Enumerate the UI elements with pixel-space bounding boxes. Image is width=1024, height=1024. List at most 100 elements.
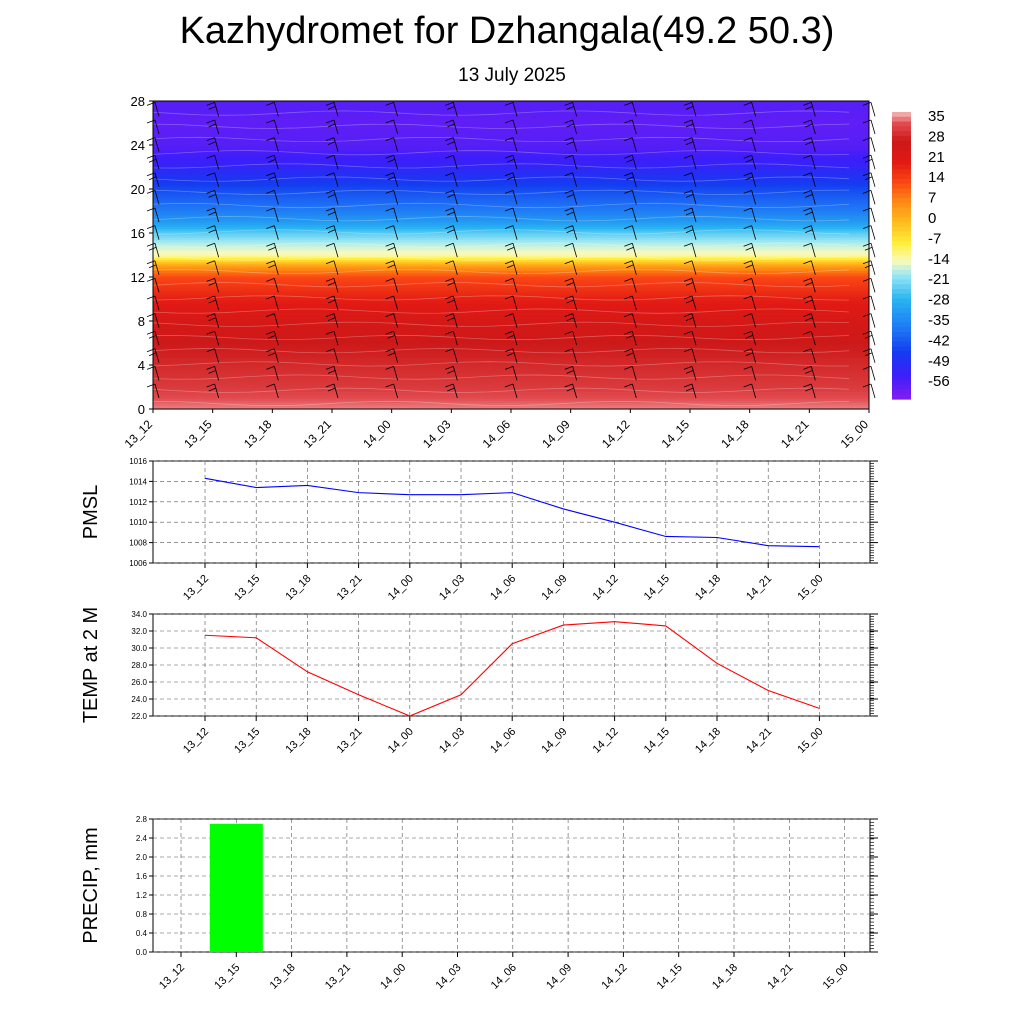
colorbar-segment [892,112,911,118]
heatmap-band [153,402,869,406]
heatmap-band [153,376,869,379]
x-tick-label: 13_21 [301,417,335,451]
wind-barb-feather [626,264,634,269]
wind-barb-feather [564,260,573,265]
wind-barb [572,366,578,381]
wind-barb-feather [805,106,813,110]
wind-barb [452,313,458,328]
wind-barb-feather [564,330,573,335]
heatmap-band [153,312,869,315]
wind-barb-feather [624,242,633,247]
heatmap-band [153,354,869,357]
x-tick-label: 14_15 [659,417,693,451]
wind-barb-feather [327,194,336,198]
chart-title: Kazhydromet for Dzhangala(49.2 50.3) [179,10,835,52]
wind-barb [452,207,458,223]
wind-barb-feather [208,370,217,374]
wind-barb-feather [564,207,573,212]
wind-barb [512,260,518,275]
colorbar-segment [892,274,911,281]
wind-barb [393,383,399,399]
x-tick-label: 13_21 [323,962,353,992]
heatmap-band [153,270,869,274]
wind-barb [214,225,220,240]
colorbar-segment [892,260,911,266]
wind-barb-feather [385,154,394,159]
x-tick-label: 13_12 [181,726,211,756]
wind-barb-feather [146,366,156,370]
y-tick-label: 16 [131,226,145,241]
wind-barb [691,331,697,346]
wind-barb [333,295,339,311]
heatmap-band [153,114,869,117]
heatmap-band [153,329,869,333]
wind-barb-feather [325,313,335,317]
heatmap-band [153,263,869,267]
wind-barb-feather [266,313,275,317]
wind-barb [393,119,399,135]
wind-barb-feather [564,366,573,370]
wind-barb [631,348,637,363]
wind-barb [273,243,279,258]
heatmap-band [153,151,869,155]
wind-barb-feather [743,278,752,282]
wind-barb [154,102,160,117]
wind-barb [572,172,578,187]
colorbar-label: -7 [928,230,941,247]
colorbar-segment [892,178,911,185]
wind-barb [512,102,518,117]
contour-line [152,189,850,195]
colorbar-segment [892,341,911,347]
colorbar-label: 7 [928,190,936,207]
wind-barb-feather [743,137,752,141]
colorbar-segment [892,293,911,300]
wind-barb-feather [208,141,217,145]
contour-line [152,123,850,129]
pmsl-panel-ylabel: PMSL [80,485,102,539]
colorbar-segment [892,169,911,175]
heatmap-band [153,321,869,324]
wind-barb [751,102,757,117]
wind-barb [512,295,518,311]
heatmap-band [153,123,869,126]
wind-barb-feather [624,119,633,124]
heatmap-band [153,244,869,247]
contour-line [152,361,850,367]
wind-barb-feather [146,330,156,335]
x-tick-label: 14_21 [778,417,812,451]
wind-barb-feather [743,348,752,353]
wind-barb-feather [624,330,633,335]
wind-barb-feather [146,383,156,388]
wind-barb-feather [146,295,156,300]
wind-barb [751,366,757,381]
heatmap-band [153,301,869,304]
wind-barb [691,348,697,363]
wind-barb [214,383,220,399]
wind-barb [631,207,637,223]
y-tick-label: 0.8 [136,910,148,919]
heatmap-band [153,193,869,197]
wind-barb [691,207,697,223]
wind-barb-feather [624,190,633,194]
wind-barb-feather [564,119,573,124]
wind-barb [810,225,816,240]
contour-line [152,348,850,354]
wind-barb [273,225,279,240]
wind-barb-feather [385,242,394,247]
wind-barb-feather [504,278,514,282]
wind-barb-feather [385,207,394,212]
wind-barb [452,243,458,258]
wind-barb-feather [206,278,215,282]
wind-barb-feather [862,330,872,335]
heatmap-band [153,257,869,260]
wind-barb-feather [624,348,633,353]
colorbar-segment [892,360,911,367]
wind-barb [154,119,160,135]
contour-line [152,176,850,182]
wind-barb-feather [683,313,693,317]
x-tick-label: 14_06 [488,726,518,756]
heatmap-band [153,371,869,375]
wind-barb-feather [325,295,335,300]
heatmap-band [153,200,869,203]
wind-barb-feather [146,260,156,265]
